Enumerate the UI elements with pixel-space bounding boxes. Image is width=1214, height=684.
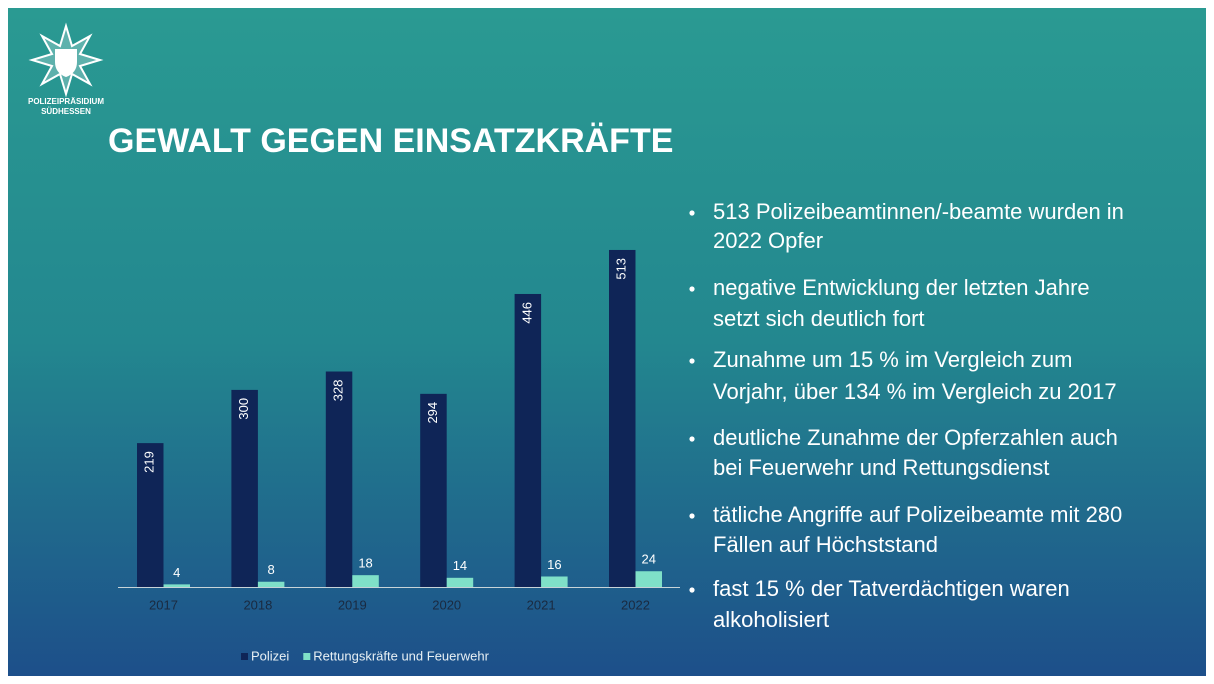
org-name: POLIZEIPRÄSIDIUM	[28, 97, 104, 106]
data-label: 219	[142, 451, 157, 473]
org-name: SÜDHESSEN	[41, 107, 91, 116]
logo	[28, 22, 104, 98]
x-tick-label: 2022	[621, 597, 650, 612]
slide-background	[8, 8, 1206, 676]
legend-swatch	[241, 653, 248, 660]
x-tick-label: 2020	[432, 597, 461, 612]
bullet-dot	[689, 513, 695, 519]
bullet-text: fast 15 % der Tatverdächtigen waren	[713, 576, 1070, 601]
bar	[446, 577, 474, 587]
x-tick-label: 2021	[527, 597, 556, 612]
slide-title: GEWALT GEGEN EINSATZKRÄFTE	[108, 122, 673, 160]
bullet-dot	[689, 587, 695, 593]
bullet-dot	[689, 210, 695, 216]
legend-label: Polizei	[251, 648, 289, 663]
x-tick-label: 2019	[338, 597, 367, 612]
data-label: 4	[173, 565, 180, 580]
bullet-dot	[689, 436, 695, 442]
data-label: 8	[268, 562, 275, 577]
bar	[325, 371, 353, 587]
bar	[609, 249, 636, 588]
bullet-text: negative Entwicklung der letzten Jahre	[713, 275, 1090, 300]
bar	[352, 575, 379, 587]
data-label: 513	[614, 258, 629, 280]
legend-swatch	[303, 653, 311, 660]
bullet-dot	[689, 358, 695, 364]
data-label: 328	[330, 380, 345, 402]
bullet-text: Zunahme um 15 % im Vergleich zum	[713, 347, 1073, 372]
bullet-dot	[689, 286, 695, 292]
bar	[635, 571, 662, 587]
bar	[420, 393, 447, 587]
bullet-text: 2022 Opfer	[713, 228, 823, 253]
legend-label: Rettungskräfte und Feuerwehr	[313, 648, 489, 663]
data-label: 446	[519, 302, 534, 324]
bar	[231, 389, 258, 587]
bar	[541, 576, 568, 587]
bar	[257, 581, 285, 587]
bullet-text: setzt sich deutlich fort	[713, 306, 925, 331]
data-label: 300	[236, 398, 251, 420]
data-label: 24	[642, 552, 656, 567]
bullet-text: bei Feuerwehr und Rettungsdienst	[713, 455, 1049, 480]
data-label: 16	[547, 557, 561, 572]
bar	[514, 293, 542, 587]
bar	[137, 443, 164, 587]
bullet-text: Fällen auf Höchststand	[713, 532, 938, 557]
x-tick-label: 2017	[149, 597, 178, 612]
data-label: 14	[453, 558, 467, 573]
x-tick-label: 2018	[243, 597, 272, 612]
bullet-text: 513 Polizeibeamtinnen/-beamte wurden in	[713, 199, 1124, 224]
bullet-text: alkoholisiert	[713, 607, 829, 632]
data-label: 294	[425, 402, 440, 424]
data-label: 18	[358, 556, 372, 571]
bullet-text: deutliche Zunahme der Opferzahlen auch	[713, 425, 1118, 450]
bar	[163, 584, 190, 587]
bullet-text: tätliche Angriffe auf Polizeibeamte mit …	[713, 502, 1122, 527]
bullet-text: Vorjahr, über 134 % im Vergleich zu 2017	[713, 379, 1117, 404]
